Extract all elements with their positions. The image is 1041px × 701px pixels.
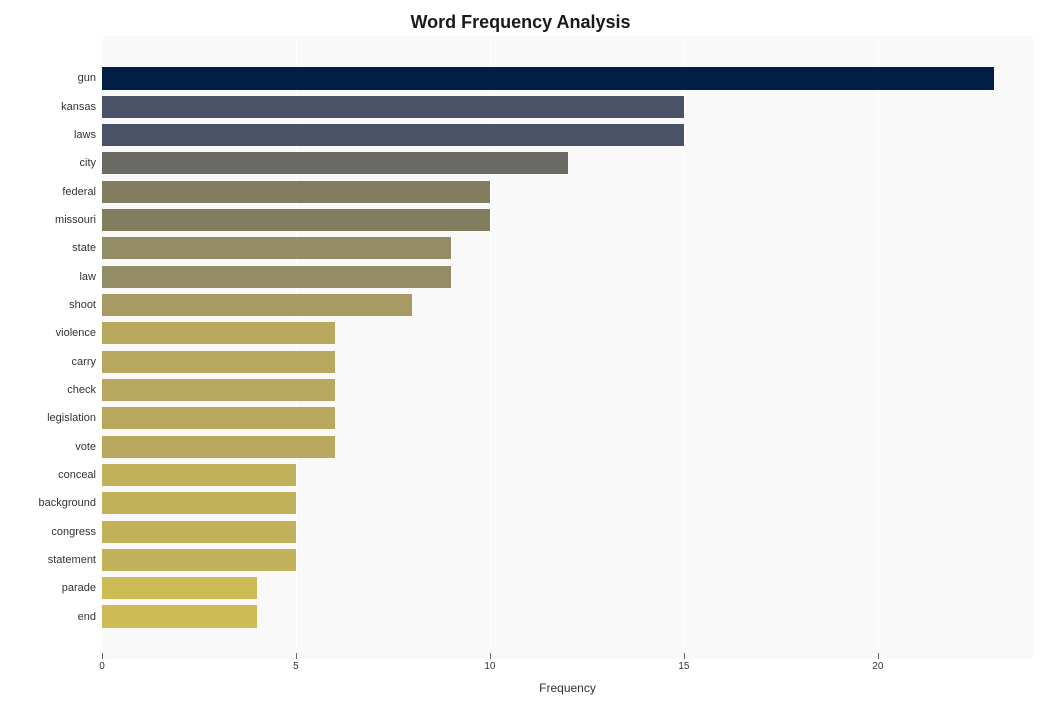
y-tick-label: end	[78, 611, 96, 623]
x-axis: 0 5 10 15 20 Frequency	[102, 659, 1033, 701]
bar	[102, 436, 335, 458]
y-tick-label: background	[39, 497, 97, 509]
bar	[102, 152, 568, 174]
x-tick-mark	[684, 653, 685, 659]
bar-row	[102, 432, 1033, 460]
y-tick-label: statement	[48, 554, 96, 566]
y-tick-label: state	[72, 242, 96, 254]
y-tick-label: carry	[72, 356, 96, 368]
y-tick-label: city	[80, 157, 97, 169]
bar	[102, 379, 335, 401]
bar	[102, 294, 412, 316]
y-tick-label: vote	[75, 441, 96, 453]
chart-container: Word Frequency Analysis 0 5 10 15 20 Frequenc…	[0, 0, 1041, 701]
bar	[102, 181, 490, 203]
bar	[102, 464, 296, 486]
bar-row	[102, 404, 1033, 432]
y-tick-label: law	[79, 271, 96, 283]
bar-row	[102, 602, 1033, 630]
bar-row	[102, 546, 1033, 574]
bar-row	[102, 517, 1033, 545]
y-tick-label: kansas	[61, 101, 96, 113]
y-tick-label: violence	[56, 327, 96, 339]
bar-row	[102, 234, 1033, 262]
y-tick-label: parade	[62, 582, 96, 594]
y-tick-label: legislation	[47, 412, 96, 424]
bar-row	[102, 376, 1033, 404]
x-tick-mark	[296, 653, 297, 659]
bar-row	[102, 291, 1033, 319]
bar	[102, 605, 257, 627]
bar-row	[102, 574, 1033, 602]
bar	[102, 521, 296, 543]
bar	[102, 67, 994, 89]
x-tick-label: 5	[293, 661, 299, 672]
bar	[102, 351, 335, 373]
x-tick-mark	[102, 653, 103, 659]
y-tick-label: check	[67, 384, 96, 396]
bar-row	[102, 461, 1033, 489]
bar	[102, 266, 451, 288]
x-tick-label: 0	[99, 661, 105, 672]
y-tick-label: conceal	[58, 469, 96, 481]
bar	[102, 237, 451, 259]
bar-row	[102, 319, 1033, 347]
bar-row	[102, 121, 1033, 149]
y-tick-label: federal	[62, 186, 96, 198]
plot-area	[102, 36, 1033, 659]
bar	[102, 124, 684, 146]
x-tick-mark	[490, 653, 491, 659]
y-tick-label: missouri	[55, 214, 96, 226]
bar	[102, 549, 296, 571]
bar-row	[102, 93, 1033, 121]
x-tick-mark	[878, 653, 879, 659]
y-tick-label: congress	[51, 526, 96, 538]
bar	[102, 209, 490, 231]
bar-row	[102, 64, 1033, 92]
bar	[102, 322, 335, 344]
x-axis-title: Frequency	[102, 681, 1033, 695]
bar-row	[102, 149, 1033, 177]
x-tick-label: 10	[484, 661, 495, 672]
bar	[102, 407, 335, 429]
bar-row	[102, 263, 1033, 291]
x-tick-label: 20	[872, 661, 883, 672]
y-tick-label: gun	[78, 72, 96, 84]
chart-title: Word Frequency Analysis	[0, 12, 1041, 33]
y-tick-label: shoot	[69, 299, 96, 311]
bar-row	[102, 206, 1033, 234]
x-tick-label: 15	[678, 661, 689, 672]
bar	[102, 96, 684, 118]
bar	[102, 492, 296, 514]
bar-row	[102, 489, 1033, 517]
bar	[102, 577, 257, 599]
y-tick-label: laws	[74, 129, 96, 141]
bar-row	[102, 348, 1033, 376]
bar-row	[102, 178, 1033, 206]
